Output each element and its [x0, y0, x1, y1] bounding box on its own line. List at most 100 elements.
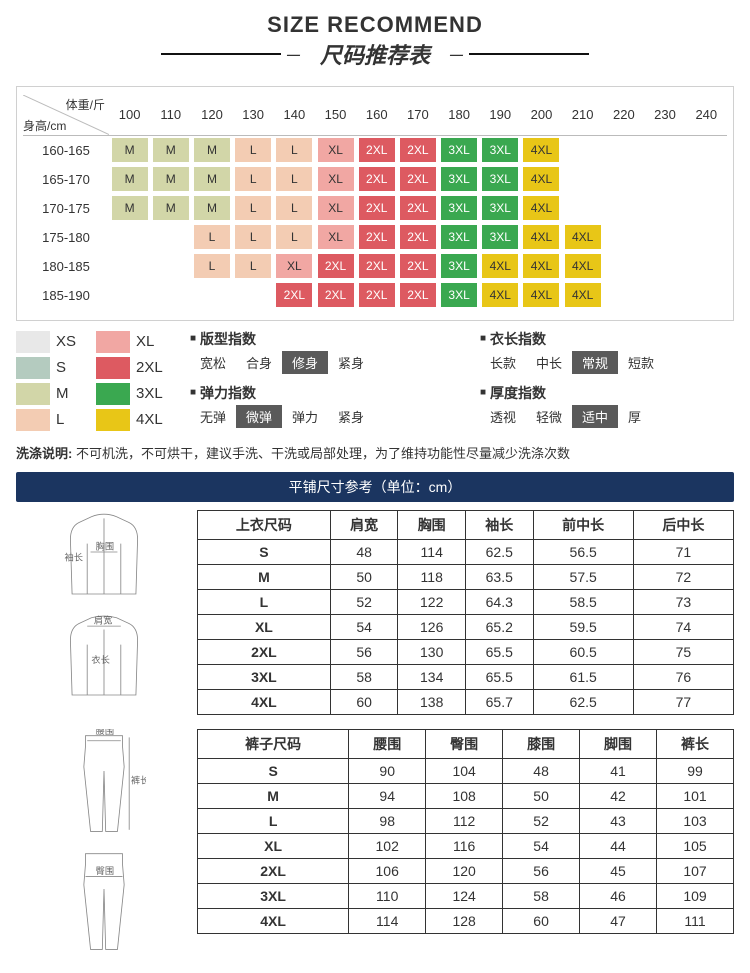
metric-option: 紧身: [328, 351, 374, 374]
table-cell: 45: [580, 858, 657, 883]
size-cell: 3XL: [482, 196, 518, 220]
size-cell: [688, 282, 724, 306]
size-cell: 3XL: [441, 225, 477, 249]
table-row: 3XL5813465.561.576: [198, 664, 734, 689]
size-cell: [647, 166, 683, 190]
table-cell: 94: [349, 783, 426, 808]
col-header: 脚围: [580, 729, 657, 758]
height-label: 180-185: [23, 252, 109, 281]
size-cell: M: [194, 196, 230, 220]
size-cell: M: [153, 138, 189, 162]
table-cell: 98: [349, 808, 426, 833]
table-cell: 58: [503, 883, 580, 908]
table-cell: 130: [398, 639, 466, 664]
table-row: 3XL1101245846109: [198, 883, 734, 908]
size-cell: [112, 282, 148, 306]
size-cell: [647, 253, 683, 277]
table-cell: 60: [330, 689, 398, 714]
legend-row: XSXLS2XLM3XLL4XL 版型指数宽松合身修身紧身衣长指数长款中长常规短…: [16, 329, 734, 433]
swatch-label: 3XL: [136, 385, 170, 402]
size-cell: [647, 282, 683, 306]
metric-option: 无弹: [190, 405, 236, 428]
col-header: 胸围: [398, 510, 466, 539]
size-cell: L: [235, 254, 271, 278]
table-cell: 99: [656, 758, 733, 783]
size-cell: 4XL: [523, 225, 559, 249]
table-cell: 60: [503, 908, 580, 933]
table-cell: 108: [426, 783, 503, 808]
size-cell: 4XL: [565, 225, 601, 249]
table-cell: 107: [656, 858, 733, 883]
table-cell: 52: [330, 589, 398, 614]
size-cell: 4XL: [565, 254, 601, 278]
table-cell: 75: [633, 639, 733, 664]
table-cell: 102: [349, 833, 426, 858]
svg-text:胸围: 胸围: [95, 540, 113, 551]
header-cn: 尺码推荐表: [306, 38, 444, 70]
header: SIZE RECOMMEND — 尺码推荐表 —: [0, 0, 750, 76]
swatch-xl: [96, 331, 130, 353]
size-cell: [606, 137, 642, 161]
table-cell: XL: [198, 614, 331, 639]
metric-厚度指数: 厚度指数透视轻微适中厚: [480, 383, 734, 433]
size-cell: L: [276, 225, 312, 249]
table-cell: 122: [398, 589, 466, 614]
size-cell: L: [235, 167, 271, 191]
size-cell: [647, 224, 683, 248]
table-cell: 65.2: [465, 614, 533, 639]
weight-header: 100: [109, 95, 150, 135]
size-cell: L: [276, 196, 312, 220]
table-row: XL5412665.259.574: [198, 614, 734, 639]
size-cell: 2XL: [276, 283, 312, 307]
size-cell: 2XL: [400, 167, 436, 191]
size-cell: M: [194, 167, 230, 191]
weight-header: 220: [603, 95, 644, 135]
size-cell: L: [194, 254, 230, 278]
table-cell: 52: [503, 808, 580, 833]
size-cell: XL: [318, 167, 354, 191]
weight-header: 130: [233, 95, 274, 135]
table-cell: 104: [426, 758, 503, 783]
table-cell: L: [198, 808, 349, 833]
table-cell: 124: [426, 883, 503, 908]
table-cell: 114: [349, 908, 426, 933]
metric-option: 宽松: [190, 351, 236, 374]
table-cell: 2XL: [198, 858, 349, 883]
swatch-label: L: [56, 411, 90, 428]
size-cell: M: [112, 196, 148, 220]
table-cell: 54: [503, 833, 580, 858]
size-cell: 2XL: [400, 196, 436, 220]
size-cell: [688, 195, 724, 219]
height-label: 185-190: [23, 281, 109, 310]
flat-size-banner: 平铺尺寸参考（单位：cm）: [16, 472, 734, 502]
swatch-xs: [16, 331, 50, 353]
table-row: 4XL6013865.762.577: [198, 689, 734, 714]
size-cell: [112, 224, 148, 248]
metric-option: 长款: [480, 351, 526, 374]
table-cell: S: [198, 758, 349, 783]
size-cell: [647, 195, 683, 219]
pants-front-icon: 腰围 裤长: [62, 729, 146, 841]
wash-label: 洗涤说明:: [16, 446, 72, 461]
table-cell: 56.5: [533, 539, 633, 564]
wash-text: 不可机洗，不可烘干，建议手洗、干洗或局部处理，为了维持功能性尽量减少洗涤次数: [76, 446, 570, 461]
height-label: 170-175: [23, 194, 109, 223]
pants-back-icon: 臀围: [62, 847, 146, 959]
metric-option: 中长: [526, 351, 572, 374]
size-cell: XL: [276, 254, 312, 278]
table-cell: 63.5: [465, 564, 533, 589]
metric-title: 弹力指数: [190, 383, 444, 403]
size-cell: 4XL: [523, 196, 559, 220]
weight-header: 110: [150, 95, 191, 135]
table-cell: 90: [349, 758, 426, 783]
table-row: M941085042101: [198, 783, 734, 808]
size-cell: M: [153, 196, 189, 220]
table-cell: 118: [398, 564, 466, 589]
table-cell: 134: [398, 664, 466, 689]
size-cell: 2XL: [400, 138, 436, 162]
size-cell: M: [194, 138, 230, 162]
metric-option: 弹力: [282, 405, 328, 428]
weight-header: 140: [274, 95, 315, 135]
table-cell: 116: [426, 833, 503, 858]
pants-size-row: 腰围 裤长 臀围 裤子尺码腰围臀围膝围脚围裤长S90104484199M9410…: [16, 729, 734, 959]
